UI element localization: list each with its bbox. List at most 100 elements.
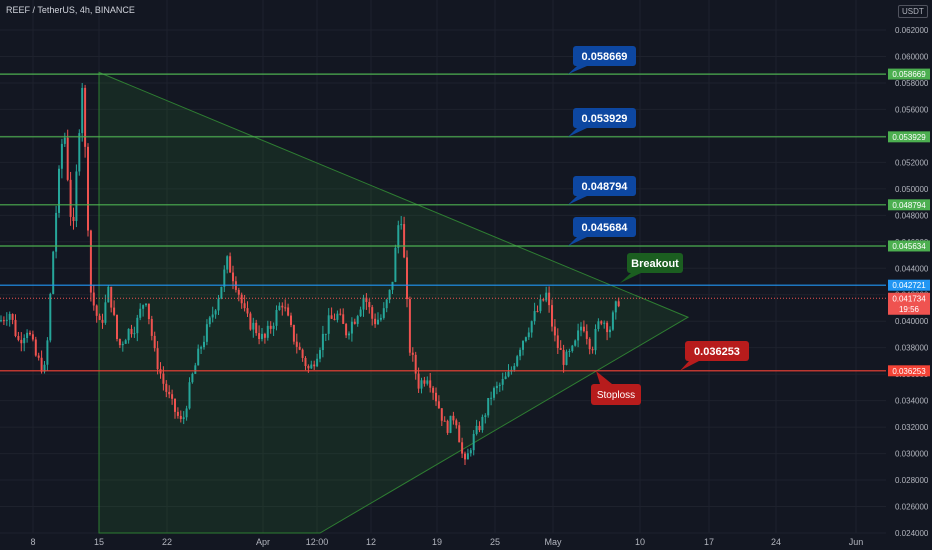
axis-badge-level-1: 0.058669 <box>888 68 930 80</box>
candle-body <box>403 224 406 258</box>
candle-body <box>359 309 362 317</box>
candle-body <box>342 314 345 324</box>
axis-badge-current: 0.041734 19:56 <box>888 292 930 315</box>
callout-breakout-box <box>627 253 683 273</box>
axis-badge-breakout-bg <box>888 279 930 291</box>
price-tick-label: 0.024000 <box>895 529 929 538</box>
candle-body <box>377 319 379 325</box>
candle-body <box>545 292 548 301</box>
callout-level-3: 0.048794 <box>568 176 636 205</box>
chart-title: REEF / TetherUS, 4h, BINANCE <box>6 5 135 15</box>
candle-body <box>145 303 147 306</box>
candle-body <box>516 356 519 366</box>
candle-body <box>548 292 551 306</box>
candle-body <box>84 87 87 147</box>
candle-body <box>81 87 84 134</box>
price-tick-label: 0.040000 <box>895 317 929 326</box>
candle-body <box>203 341 205 348</box>
candle-body <box>365 297 368 303</box>
candle-body <box>179 415 182 419</box>
candle-body <box>330 315 333 319</box>
candle-body <box>142 305 145 309</box>
axis-price-labels: 0.058669 0.053929 0.048794 0.045634 0.042721… <box>888 68 930 377</box>
candle-body <box>116 314 118 340</box>
axis-badge-level-4-text: 0.045634 <box>892 242 926 251</box>
candle-body <box>5 319 8 321</box>
candle-body <box>49 293 52 341</box>
candle-body <box>200 347 203 349</box>
time-tick-label: 22 <box>162 537 172 547</box>
candle-body <box>20 339 23 344</box>
time-axis[interactable]: 8 15 22 Apr 12:00 12 19 25 May 10 17 24 Jun <box>30 537 863 547</box>
candle-body <box>539 299 542 312</box>
candle-body <box>211 314 214 318</box>
candle-body <box>278 305 281 311</box>
callout-level-1-box <box>573 46 636 66</box>
candle-body <box>263 333 266 338</box>
candle-body <box>472 433 475 451</box>
candle-body <box>397 225 400 248</box>
candle-body <box>89 230 92 293</box>
axis-badge-breakout: 0.042721 <box>888 279 930 291</box>
axis-badge-level-3-bg <box>888 199 930 211</box>
candle-body <box>243 303 246 309</box>
candle-body <box>63 137 66 144</box>
candle-body <box>66 137 69 180</box>
callout-level-4-box <box>573 217 636 237</box>
candle-body <box>464 453 466 460</box>
candle-body <box>449 415 452 433</box>
candle-body <box>495 385 498 389</box>
candle-body <box>188 382 191 409</box>
axis-badge-current-bg <box>888 292 930 315</box>
candle-body <box>40 357 43 372</box>
candle-body <box>336 313 339 320</box>
candle-body <box>55 212 58 252</box>
candle-body <box>400 224 403 226</box>
candle-body <box>452 415 455 421</box>
candle-body <box>46 340 49 365</box>
candle-body <box>600 321 603 324</box>
candle-body <box>368 302 371 308</box>
candle-body <box>603 322 606 324</box>
candle-body <box>316 358 319 367</box>
price-tick-label: 0.032000 <box>895 423 929 432</box>
candle-body <box>493 388 495 398</box>
candle-body <box>551 305 553 327</box>
time-tick-label: 12:00 <box>306 537 329 547</box>
candle-body <box>29 332 31 335</box>
candle-body <box>156 348 159 370</box>
axis-badge-stoploss-bg <box>888 365 930 377</box>
time-tick-label: 15 <box>94 537 104 547</box>
time-tick-label: 10 <box>635 537 645 547</box>
candle-body <box>23 338 26 344</box>
callout-stoploss-value-pointer <box>680 361 699 371</box>
candle-body <box>261 333 263 340</box>
candle-body <box>287 307 290 316</box>
price-tick-label: 0.028000 <box>895 476 929 485</box>
price-tick-label: 0.060000 <box>895 52 929 61</box>
time-tick-label: 24 <box>771 537 781 547</box>
candle-body <box>301 349 304 358</box>
candle-body <box>478 425 481 431</box>
price-axis[interactable]: 0.0620000.0600000.0580000.0560000.054000… <box>895 26 929 538</box>
candle-body <box>197 348 200 366</box>
candle-body <box>258 333 261 340</box>
candle-body <box>487 397 490 416</box>
candle-body <box>17 335 20 340</box>
candle-body <box>133 333 136 335</box>
candle-body <box>130 328 133 335</box>
candle-body <box>414 354 417 374</box>
candle-body <box>333 318 336 320</box>
candle-body <box>501 379 504 385</box>
axis-badge-level-3-text: 0.048794 <box>892 201 926 210</box>
candle-body <box>582 326 585 332</box>
candle-body <box>350 321 353 334</box>
callout-stoploss-value: 0.036253 <box>680 341 749 371</box>
axis-badge-level-2-bg <box>888 131 930 143</box>
candle-body <box>591 349 594 351</box>
currency-unit[interactable]: USDT <box>898 5 928 18</box>
time-tick-label: 19 <box>432 537 442 547</box>
candle-body <box>171 394 174 399</box>
